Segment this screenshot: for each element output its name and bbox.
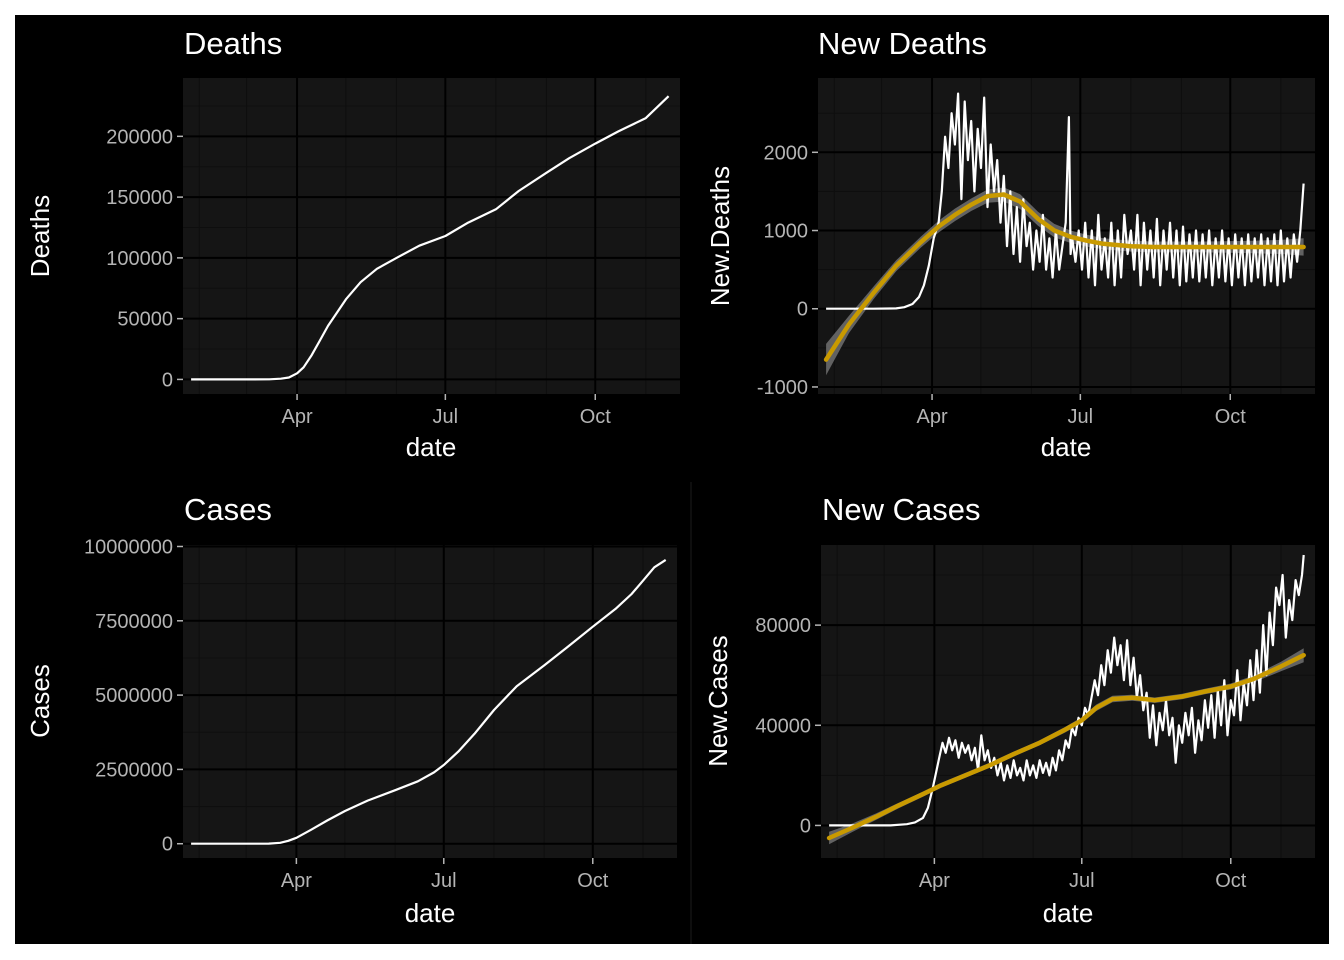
- deaths-y-tick-label: 0: [162, 369, 173, 391]
- cases-x-tick-label: Apr: [281, 870, 312, 892]
- cases-y-tick-label: 2500000: [95, 759, 173, 781]
- deaths-y-tick-label: 50000: [117, 309, 173, 331]
- new-cases-x-axis-title: date: [1043, 898, 1094, 928]
- cases-y-axis: 0 2500000 5000000 7500000 10000000: [84, 536, 183, 856]
- new-deaths-title: New Deaths: [818, 26, 987, 61]
- new-deaths-y-tick-label: 1000: [764, 221, 809, 243]
- new-cases-plot-area: [821, 545, 1315, 858]
- deaths-y-tick-label: 150000: [106, 187, 173, 209]
- deaths-x-tick-label: Jul: [433, 406, 459, 428]
- new-cases-x-tick-label: Oct: [1215, 870, 1247, 892]
- new-deaths-y-tick-label: 2000: [764, 142, 809, 164]
- new-cases-series-layer: [826, 554, 1306, 841]
- new-deaths-panel: New Deaths -1000 0 1000 2000 Apr Jul Oct date…: [705, 26, 1315, 462]
- new-deaths-y-tick-label: -1000: [757, 377, 808, 399]
- cases-title: Cases: [184, 492, 272, 527]
- new-cases-title: New Cases: [822, 492, 981, 527]
- new-cases-data-line: [829, 554, 1305, 827]
- cases-y-tick-label: 10000000: [84, 536, 173, 558]
- deaths-panel: Deaths 0 50000 100000 150000 200000 Apr Jul Oc…: [25, 26, 680, 462]
- new-cases-y-tick-label: 80000: [755, 615, 811, 637]
- deaths-data-line: [191, 95, 670, 381]
- new-deaths-y-axis-title: New.Deaths: [705, 166, 735, 306]
- new-deaths-x-tick-label: Oct: [1215, 406, 1247, 428]
- cases-x-axis: Apr Jul Oct: [281, 858, 609, 892]
- deaths-y-axis-title: Deaths: [25, 195, 55, 277]
- deaths-y-tick-label: 200000: [106, 126, 173, 148]
- deaths-x-tick-label: Oct: [580, 406, 612, 428]
- deaths-y-tick-label: 100000: [106, 248, 173, 270]
- cases-y-axis-title: Cases: [25, 664, 55, 738]
- new-cases-y-axis-title: New.Cases: [703, 635, 733, 767]
- new-cases-y-tick-label: 0: [800, 815, 811, 837]
- cases-data-line: [191, 558, 667, 845]
- new-deaths-y-tick-label: 0: [797, 299, 808, 321]
- deaths-grid: [183, 78, 680, 394]
- deaths-title: Deaths: [184, 26, 282, 61]
- cases-y-tick-label: 5000000: [95, 685, 173, 707]
- new-deaths-data-line: [826, 92, 1305, 310]
- new-deaths-x-axis-title: date: [1041, 432, 1092, 462]
- cases-series-layer: [191, 558, 667, 845]
- new-cases-smooth-line: [826, 652, 1306, 841]
- new-cases-panel: New Cases 0 40000 80000 Apr Jul Oct date New…: [703, 492, 1315, 928]
- new-deaths-y-axis: -1000 0 1000 2000: [757, 142, 818, 399]
- deaths-x-axis-title: date: [406, 432, 457, 462]
- new-deaths-x-tick-label: Apr: [917, 406, 948, 428]
- new-cases-x-tick-label: Apr: [919, 870, 950, 892]
- deaths-x-axis: Apr Jul Oct: [282, 394, 612, 428]
- new-cases-x-axis: Apr Jul Oct: [919, 858, 1247, 892]
- new-cases-y-axis: 0 40000 80000: [755, 615, 821, 837]
- cases-plot-area: [183, 545, 677, 858]
- cases-y-tick-label: 0: [162, 834, 173, 856]
- new-deaths-x-axis: Apr Jul Oct: [917, 394, 1247, 428]
- deaths-series-layer: [191, 95, 670, 381]
- deaths-x-tick-label: Apr: [282, 406, 313, 428]
- cases-x-tick-label: Oct: [577, 870, 609, 892]
- new-cases-grid: [821, 545, 1315, 858]
- new-deaths-smooth-line: [823, 192, 1306, 362]
- cases-panel: Cases 0 2500000 5000000 7500000 10000000 Apr…: [25, 492, 677, 928]
- cases-x-tick-label: Jul: [431, 870, 457, 892]
- deaths-y-axis: 0 50000 100000 150000 200000: [106, 126, 183, 391]
- new-cases-y-tick-label: 40000: [755, 715, 811, 737]
- new-deaths-series-layer: [823, 92, 1306, 362]
- cases-y-tick-label: 7500000: [95, 611, 173, 633]
- deaths-plot-area: [183, 78, 680, 394]
- new-deaths-x-tick-label: Jul: [1068, 406, 1094, 428]
- new-cases-x-tick-label: Jul: [1069, 870, 1095, 892]
- cases-x-axis-title: date: [405, 898, 456, 928]
